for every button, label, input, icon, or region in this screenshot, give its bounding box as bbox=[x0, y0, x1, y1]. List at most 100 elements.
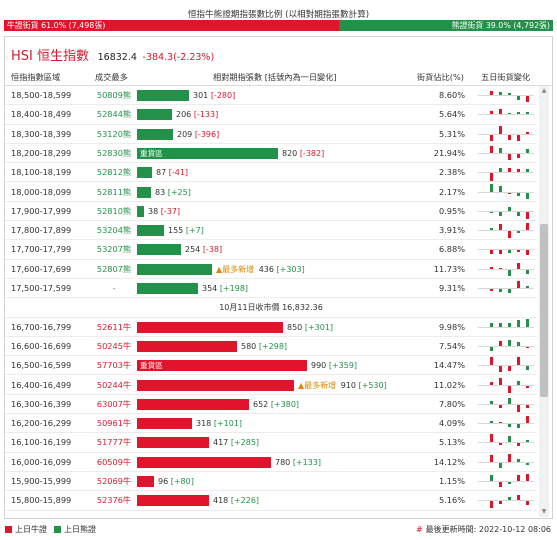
sparkline-bar bbox=[517, 134, 520, 141]
header-pct: 街貨佔比(%) bbox=[417, 72, 464, 82]
row-code[interactable]: 52830熊 bbox=[96, 147, 132, 158]
page-title: 恒指牛熊證期指張數比例 (以相對期指張數計算) bbox=[187, 10, 370, 20]
sparkline-bar bbox=[517, 250, 520, 253]
row-contracts: ▲最多新增 910 [+530] bbox=[298, 376, 387, 395]
sparkline-bar bbox=[508, 134, 511, 140]
most-added-tag: ▲最多新增 bbox=[216, 264, 257, 274]
row-bar-cell: 96 [+80] bbox=[137, 472, 409, 491]
row-code[interactable]: 52811熊 bbox=[96, 186, 132, 197]
scrollbar-thumb[interactable] bbox=[540, 224, 548, 397]
row-count: 209 bbox=[177, 129, 195, 139]
row-count: 580 bbox=[241, 341, 259, 351]
row-pct: 9.31% bbox=[438, 283, 465, 293]
sparkline-bar bbox=[490, 357, 493, 366]
row-bar-cell: 580 [+298] bbox=[137, 337, 409, 356]
sparkline-bar bbox=[517, 424, 520, 429]
row-code[interactable]: 50809熊 bbox=[96, 90, 132, 100]
row-code[interactable]: 63007牛 bbox=[96, 398, 132, 409]
sparkline-bar bbox=[490, 91, 493, 95]
sparkline-bar bbox=[526, 346, 529, 348]
row-trend-sparkline bbox=[478, 415, 534, 432]
row-code[interactable]: 52844熊 bbox=[96, 109, 132, 120]
triangle-up-icon[interactable]: ▲ bbox=[541, 87, 547, 94]
row-range: 18,300-18,399 bbox=[11, 128, 72, 139]
row-code[interactable]: 53120熊 bbox=[96, 128, 132, 139]
sparkline-bar bbox=[526, 440, 529, 443]
sparkline-bar bbox=[508, 436, 511, 443]
row-code[interactable]: 50245牛 bbox=[96, 340, 132, 351]
row-change: [+101] bbox=[213, 419, 243, 429]
row-count: 96 bbox=[158, 477, 171, 486]
row-bar-cell: 38 [-37] bbox=[137, 202, 409, 221]
sparkline-bar bbox=[517, 443, 520, 447]
sparkline-bar bbox=[517, 262, 520, 269]
row-bar bbox=[137, 90, 189, 101]
sparkline-bar bbox=[526, 462, 529, 465]
row-code[interactable]: 52810熊 bbox=[96, 205, 132, 216]
row-code[interactable]: 52812熊 bbox=[96, 167, 132, 178]
row-code[interactable]: 53204熊 bbox=[96, 225, 132, 236]
sparkline-bar bbox=[526, 269, 529, 274]
row-code[interactable]: 52807熊 bbox=[96, 263, 132, 274]
row-code[interactable]: 57703牛 bbox=[96, 360, 132, 371]
legend-bull-swatch bbox=[5, 526, 12, 533]
row-code[interactable]: 51777牛 bbox=[96, 437, 132, 448]
header-code: 成交最多 bbox=[95, 72, 128, 82]
triangle-down-icon[interactable]: ▼ bbox=[541, 508, 547, 515]
row-contracts: 354 [+198] bbox=[202, 279, 248, 298]
row-pct: 6.88% bbox=[438, 244, 465, 255]
row-code[interactable]: 53207熊 bbox=[96, 244, 132, 255]
sparkline-bar bbox=[526, 385, 529, 388]
vertical-scrollbar[interactable]: ▲ ▼ bbox=[539, 86, 549, 517]
row-pct: 11.73% bbox=[433, 263, 465, 274]
row-code[interactable]: 52069牛 bbox=[96, 476, 132, 486]
row-trend-sparkline bbox=[478, 125, 534, 143]
row-contracts: 209 [-396] bbox=[177, 125, 219, 144]
row-range: 17,900-17,999 bbox=[11, 205, 72, 216]
row-bar-cell: 209 [-396] bbox=[137, 125, 409, 144]
row-change: [-41] bbox=[168, 168, 189, 178]
row-pct: 5.64% bbox=[438, 109, 465, 120]
row-code[interactable]: 50244牛 bbox=[96, 379, 132, 390]
sparkline-bar bbox=[499, 443, 502, 446]
row-code[interactable]: 52376牛 bbox=[96, 495, 132, 506]
row-bar-cell: 83 [+25] bbox=[137, 183, 409, 202]
table-row: 18,000-18,099 52811熊 83 [+25] 2.17% bbox=[5, 183, 537, 202]
row-bar-cell: 87 [-41] bbox=[137, 163, 409, 182]
row-range: 18,400-18,499 bbox=[11, 109, 72, 120]
row-bar bbox=[137, 456, 271, 468]
sparkline-bar bbox=[526, 192, 529, 199]
row-change: [+301] bbox=[304, 322, 334, 332]
row-bar bbox=[137, 186, 151, 198]
row-code[interactable]: 50961牛 bbox=[96, 418, 132, 429]
row-range: 16,700-16,799 bbox=[11, 321, 72, 332]
row-range: 15,900-15,999 bbox=[11, 476, 72, 486]
row-contracts: 96 [+80] bbox=[158, 472, 194, 491]
sparkline-bar bbox=[508, 269, 511, 276]
row-pct: 1.15% bbox=[438, 476, 465, 486]
table-row: 17,700-17,799 53207熊 254 [-38] 6.88% bbox=[5, 240, 537, 260]
sparkline-bar bbox=[517, 404, 520, 412]
sparkline-baseline bbox=[478, 481, 534, 482]
row-trend-sparkline bbox=[478, 183, 534, 201]
row-code[interactable]: 52611牛 bbox=[96, 321, 132, 332]
row-pct: 14.47% bbox=[433, 360, 465, 371]
sparkline-bar bbox=[490, 134, 493, 141]
sparkline-bar bbox=[526, 250, 529, 256]
sparkline-bar bbox=[526, 474, 529, 481]
row-bar-cell: ▲最多新增 436 [+303] bbox=[137, 260, 409, 279]
row-bar-cell: 780 [+133] bbox=[137, 453, 409, 472]
bear-ratio-segment: 熊證街貨 39.0% (4,792張) bbox=[338, 20, 553, 31]
sparkline-bar bbox=[526, 286, 529, 288]
row-bar bbox=[137, 225, 164, 237]
row-bar bbox=[137, 495, 209, 507]
row-code[interactable]: 60509牛 bbox=[96, 456, 132, 467]
sparkline-bar bbox=[508, 366, 511, 372]
sparkline-baseline bbox=[478, 500, 534, 502]
row-count: 850 bbox=[287, 322, 305, 332]
sparkline-bar bbox=[499, 109, 502, 115]
sparkline-bar bbox=[508, 385, 511, 393]
sparkline-baseline bbox=[478, 210, 534, 212]
row-bar: 重貨區 bbox=[137, 147, 278, 159]
